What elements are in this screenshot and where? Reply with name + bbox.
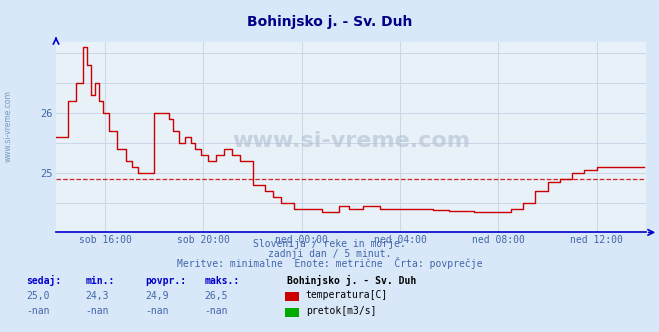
Text: sedaj:: sedaj: bbox=[26, 275, 61, 286]
Text: -nan: -nan bbox=[26, 306, 50, 316]
Text: maks.:: maks.: bbox=[204, 276, 239, 286]
Text: Bohinjsko j. - Sv. Duh: Bohinjsko j. - Sv. Duh bbox=[247, 15, 412, 29]
Text: 24,3: 24,3 bbox=[86, 291, 109, 301]
Text: pretok[m3/s]: pretok[m3/s] bbox=[306, 306, 376, 316]
Text: Slovenija / reke in morje.: Slovenija / reke in morje. bbox=[253, 239, 406, 249]
Text: min.:: min.: bbox=[86, 276, 115, 286]
Text: www.si-vreme.com: www.si-vreme.com bbox=[3, 90, 13, 162]
Text: www.si-vreme.com: www.si-vreme.com bbox=[232, 131, 470, 151]
Text: 24,9: 24,9 bbox=[145, 291, 169, 301]
Text: povpr.:: povpr.: bbox=[145, 276, 186, 286]
Text: temperatura[C]: temperatura[C] bbox=[306, 290, 388, 300]
Text: 26,5: 26,5 bbox=[204, 291, 228, 301]
Text: -nan: -nan bbox=[204, 306, 228, 316]
Text: 25,0: 25,0 bbox=[26, 291, 50, 301]
Text: Bohinjsko j. - Sv. Duh: Bohinjsko j. - Sv. Duh bbox=[287, 275, 416, 286]
Text: -nan: -nan bbox=[145, 306, 169, 316]
Text: zadnji dan / 5 minut.: zadnji dan / 5 minut. bbox=[268, 249, 391, 259]
Text: -nan: -nan bbox=[86, 306, 109, 316]
Text: Meritve: minimalne  Enote: metrične  Črta: povprečje: Meritve: minimalne Enote: metrične Črta:… bbox=[177, 257, 482, 269]
